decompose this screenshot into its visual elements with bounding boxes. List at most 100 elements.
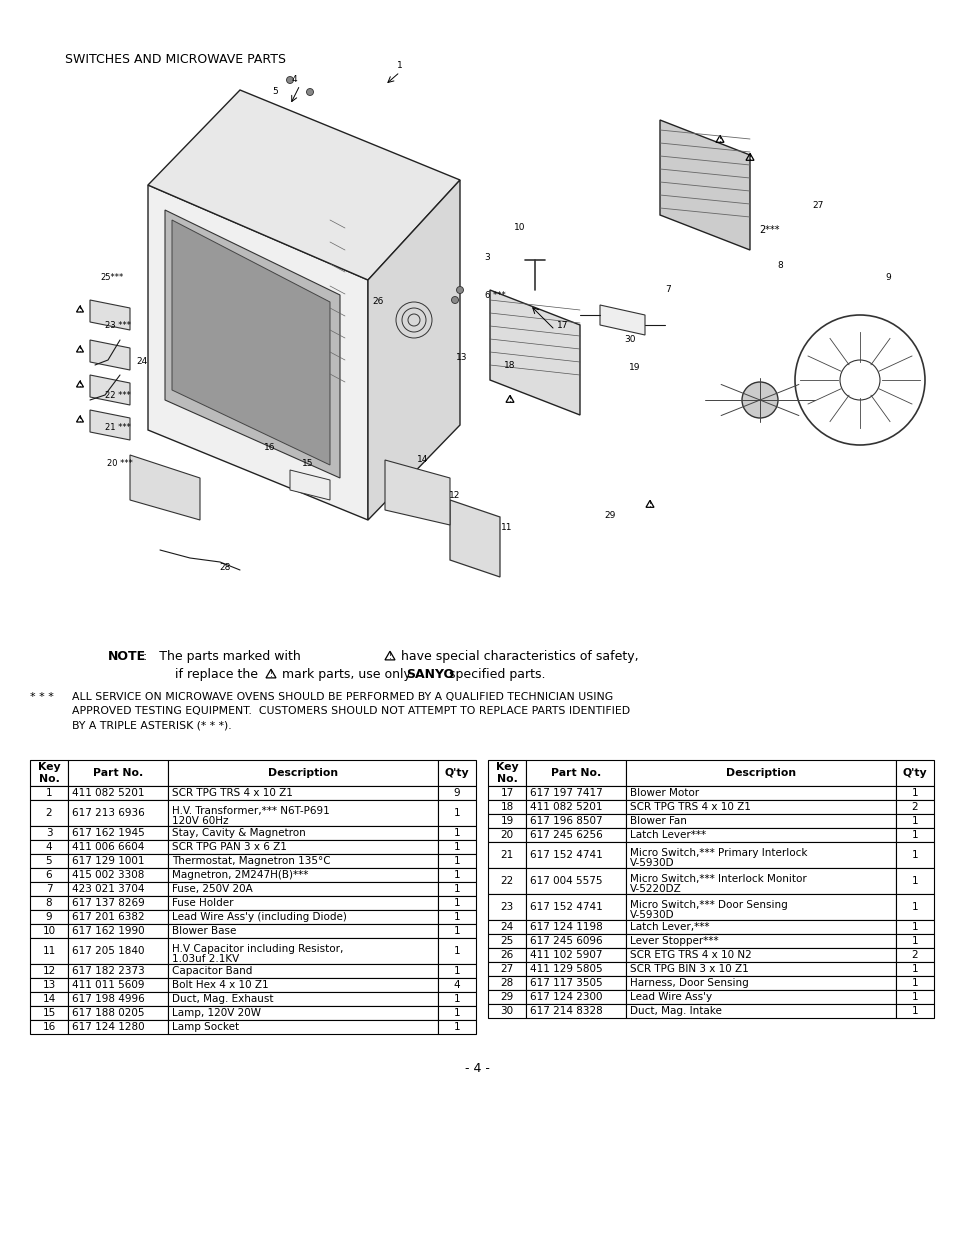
- Bar: [488, 894, 525, 920]
- Text: 617 205 1840: 617 205 1840: [71, 946, 144, 956]
- Bar: [488, 948, 525, 962]
- Bar: [30, 853, 68, 868]
- Text: 11: 11: [500, 524, 512, 532]
- Text: !: !: [748, 153, 751, 162]
- Text: 617 201 6382: 617 201 6382: [71, 911, 145, 923]
- Text: Bolt Hex 4 x 10 Z1: Bolt Hex 4 x 10 Z1: [172, 981, 269, 990]
- Text: 617 245 6096: 617 245 6096: [530, 936, 602, 946]
- Text: 20 ***: 20 ***: [107, 458, 132, 468]
- Bar: [895, 827, 933, 842]
- Text: 29: 29: [603, 510, 615, 520]
- Bar: [488, 842, 525, 868]
- Bar: [30, 1007, 68, 1020]
- Text: 1: 1: [911, 992, 918, 1002]
- Bar: [437, 826, 476, 840]
- Text: H.V Capacitor including Resistor,: H.V Capacitor including Resistor,: [172, 944, 343, 953]
- Text: 12: 12: [42, 966, 55, 976]
- Bar: [625, 842, 895, 868]
- Text: 22: 22: [500, 876, 513, 885]
- Text: 28: 28: [500, 978, 513, 988]
- Text: 617 245 6256: 617 245 6256: [530, 830, 602, 840]
- Polygon shape: [450, 500, 499, 577]
- Text: 423 021 3704: 423 021 3704: [71, 884, 144, 894]
- Bar: [168, 992, 437, 1007]
- Bar: [488, 785, 525, 800]
- Text: Micro Switch,*** Door Sensing: Micro Switch,*** Door Sensing: [629, 900, 787, 910]
- Text: !: !: [78, 305, 81, 315]
- Text: BY A TRIPLE ASTERISK (* * *).: BY A TRIPLE ASTERISK (* * *).: [71, 720, 232, 730]
- Text: 21: 21: [500, 850, 513, 860]
- Text: 14: 14: [416, 456, 428, 464]
- Bar: [525, 976, 625, 990]
- Bar: [30, 760, 68, 785]
- Bar: [30, 910, 68, 924]
- Text: NOTE: NOTE: [108, 650, 146, 663]
- Text: 21 ***: 21 ***: [105, 424, 131, 432]
- Bar: [895, 934, 933, 948]
- Text: 617 137 8269: 617 137 8269: [71, 898, 145, 908]
- Text: !: !: [718, 136, 720, 144]
- Text: Duct, Mag. Exhaust: Duct, Mag. Exhaust: [172, 994, 274, 1004]
- Bar: [525, 1004, 625, 1018]
- Bar: [895, 842, 933, 868]
- Bar: [895, 976, 933, 990]
- Text: 411 102 5907: 411 102 5907: [530, 950, 602, 960]
- Text: Thermostat, Magnetron 135°C: Thermostat, Magnetron 135°C: [172, 856, 331, 866]
- Polygon shape: [368, 180, 459, 520]
- Text: Q'ty: Q'ty: [444, 768, 469, 778]
- Bar: [525, 814, 625, 827]
- Text: SCR TPG TRS 4 x 10 Z1: SCR TPG TRS 4 x 10 Z1: [172, 788, 293, 798]
- Text: 1: 1: [454, 856, 460, 866]
- Text: 1: 1: [454, 808, 460, 818]
- Text: 1: 1: [911, 936, 918, 946]
- Bar: [168, 1020, 437, 1034]
- Text: 1: 1: [454, 966, 460, 976]
- Bar: [68, 840, 168, 853]
- Text: 617 162 1945: 617 162 1945: [71, 827, 145, 839]
- Polygon shape: [490, 290, 579, 415]
- Polygon shape: [90, 340, 130, 370]
- Text: Lamp Socket: Lamp Socket: [172, 1023, 239, 1032]
- Text: Lever Stopper***: Lever Stopper***: [629, 936, 718, 946]
- Bar: [68, 853, 168, 868]
- Text: 8: 8: [46, 898, 52, 908]
- Bar: [625, 800, 895, 814]
- Bar: [895, 785, 933, 800]
- Text: !: !: [648, 500, 651, 509]
- Text: Key
No.: Key No.: [38, 762, 60, 784]
- Text: 30: 30: [500, 1007, 513, 1016]
- Bar: [895, 760, 933, 785]
- Bar: [488, 976, 525, 990]
- Bar: [168, 800, 437, 826]
- Text: 411 082 5201: 411 082 5201: [530, 802, 602, 811]
- Text: 11: 11: [42, 946, 55, 956]
- Bar: [625, 990, 895, 1004]
- Polygon shape: [172, 220, 330, 466]
- Circle shape: [306, 89, 314, 95]
- Bar: [168, 978, 437, 992]
- Bar: [168, 826, 437, 840]
- Text: Fuse Holder: Fuse Holder: [172, 898, 233, 908]
- Text: 6 ***: 6 ***: [484, 290, 505, 300]
- Bar: [30, 785, 68, 800]
- Bar: [488, 934, 525, 948]
- Text: Blower Fan: Blower Fan: [629, 816, 686, 826]
- Text: 2: 2: [46, 808, 52, 818]
- Text: 16: 16: [264, 443, 275, 452]
- Text: SWITCHES AND MICROWAVE PARTS: SWITCHES AND MICROWAVE PARTS: [65, 53, 286, 65]
- Text: 617 188 0205: 617 188 0205: [71, 1008, 144, 1018]
- Text: H.V. Transformer,*** N6T-P691: H.V. Transformer,*** N6T-P691: [172, 806, 330, 816]
- Bar: [168, 785, 437, 800]
- Text: 1: 1: [454, 827, 460, 839]
- Bar: [525, 962, 625, 976]
- Text: Blower Base: Blower Base: [172, 926, 236, 936]
- Bar: [68, 965, 168, 978]
- Bar: [625, 948, 895, 962]
- Text: 25***: 25***: [100, 273, 124, 283]
- Text: 1: 1: [454, 994, 460, 1004]
- Text: if replace the: if replace the: [174, 668, 257, 680]
- Bar: [525, 990, 625, 1004]
- Circle shape: [286, 77, 294, 84]
- Bar: [437, 868, 476, 882]
- Bar: [895, 814, 933, 827]
